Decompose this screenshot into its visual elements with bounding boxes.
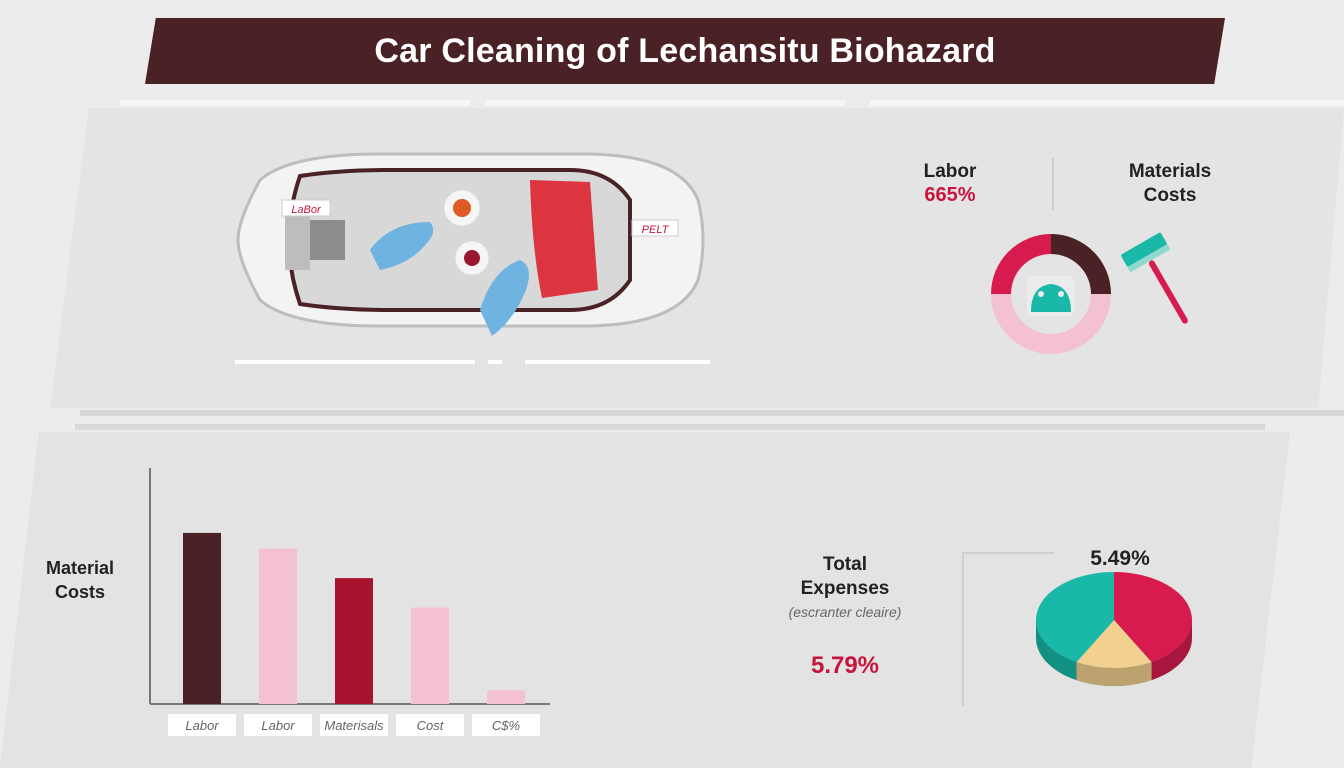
material-costs-line2: Costs — [54, 582, 105, 602]
tick-label-box — [320, 714, 388, 736]
donut-slice — [1051, 234, 1111, 294]
tick-label-box — [244, 714, 312, 736]
tick-label: Materisals — [324, 718, 384, 733]
material-costs-line1: Material — [45, 558, 115, 578]
tick-label-box — [168, 714, 236, 736]
donut-slice — [991, 234, 1051, 294]
divider — [870, 100, 1344, 106]
bar — [259, 548, 297, 704]
material-costs-label: Material Costs — [30, 556, 130, 604]
donut-slice — [991, 294, 1111, 354]
divider-line — [1052, 158, 1054, 210]
total-expenses-label: Total Expenses — [770, 553, 920, 601]
tick-label: Labor — [261, 718, 295, 733]
pie-slice-side — [1036, 620, 1077, 681]
tick-label: Labor — [185, 718, 219, 733]
bar — [183, 532, 221, 704]
expenses-subtitle: (escranter cleaire) — [788, 604, 902, 620]
pie-slice — [1114, 572, 1192, 663]
bar — [335, 578, 373, 704]
tick-label: C$% — [492, 718, 520, 733]
tick-label-box — [472, 714, 540, 736]
glove — [480, 260, 529, 336]
materials-label-line2: Costs — [1143, 185, 1197, 206]
bar — [487, 690, 525, 704]
page-title: Car Cleaning of Lechansitu Biohazard — [374, 31, 996, 70]
car-illustration: LaBor PELT — [235, 152, 710, 364]
tick-label: Cost — [417, 718, 445, 733]
donut-center-icon — [1058, 291, 1064, 297]
total-expenses-line1: Total — [823, 554, 867, 575]
labor-label: Labor — [923, 161, 977, 182]
tag-left — [281, 199, 331, 217]
materials-label: Materials Costs — [1110, 160, 1230, 208]
tick-label-box — [396, 714, 464, 736]
labor-percent: 665% — [924, 184, 976, 206]
pie-percent: 5.49% — [1090, 547, 1150, 570]
materials-label-line1: Materials — [1128, 161, 1212, 182]
stain — [464, 250, 480, 266]
tag-right-text: PELT — [642, 224, 670, 236]
tag-right — [631, 219, 679, 237]
donut-center-icon — [1038, 291, 1044, 297]
stain — [453, 199, 471, 217]
brush-head — [1121, 232, 1167, 267]
pie-slice-side — [1151, 620, 1192, 681]
pie-frame-line — [962, 552, 1054, 554]
red-cloth — [530, 180, 598, 298]
bar — [411, 607, 449, 704]
divider — [120, 100, 470, 106]
pie-slice — [1076, 620, 1152, 668]
donut-chart — [991, 234, 1111, 354]
glove — [370, 222, 434, 270]
divider — [485, 100, 845, 106]
pie-slice-side — [1076, 662, 1152, 686]
pie-chart — [1036, 572, 1192, 686]
total-expenses-line2: Expenses — [800, 578, 890, 599]
bar-chart: Labor Labor Materisals Cost C$% — [149, 468, 550, 736]
pie-slice — [1036, 572, 1114, 663]
brush-bristles — [1127, 244, 1171, 273]
brush-icon — [1121, 232, 1188, 324]
title-banner: Car Cleaning of Lechansitu Biohazard — [145, 18, 1225, 84]
expenses-percent: 5.79% — [810, 652, 880, 679]
divider — [75, 424, 1265, 430]
tag-left-text: LaBor — [291, 204, 322, 216]
pie-frame-line — [962, 552, 964, 706]
car-seat — [285, 210, 310, 270]
brush-handle — [1148, 260, 1188, 324]
divider — [80, 410, 1344, 416]
